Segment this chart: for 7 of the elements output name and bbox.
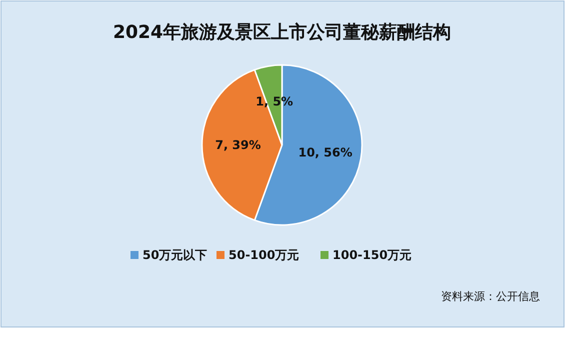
- legend-label: 50万元以下: [142, 248, 208, 262]
- chart-title: 2024年旅游及景区上市公司董秘薪酬结构: [112, 22, 452, 43]
- legend-label: 50-100万元: [228, 248, 300, 262]
- data-label: 7, 39%: [215, 138, 261, 152]
- data-label: 10, 56%: [298, 146, 352, 160]
- text: 资料来源：公开信息: [441, 290, 540, 303]
- legend-label: 100-150万元: [332, 248, 412, 262]
